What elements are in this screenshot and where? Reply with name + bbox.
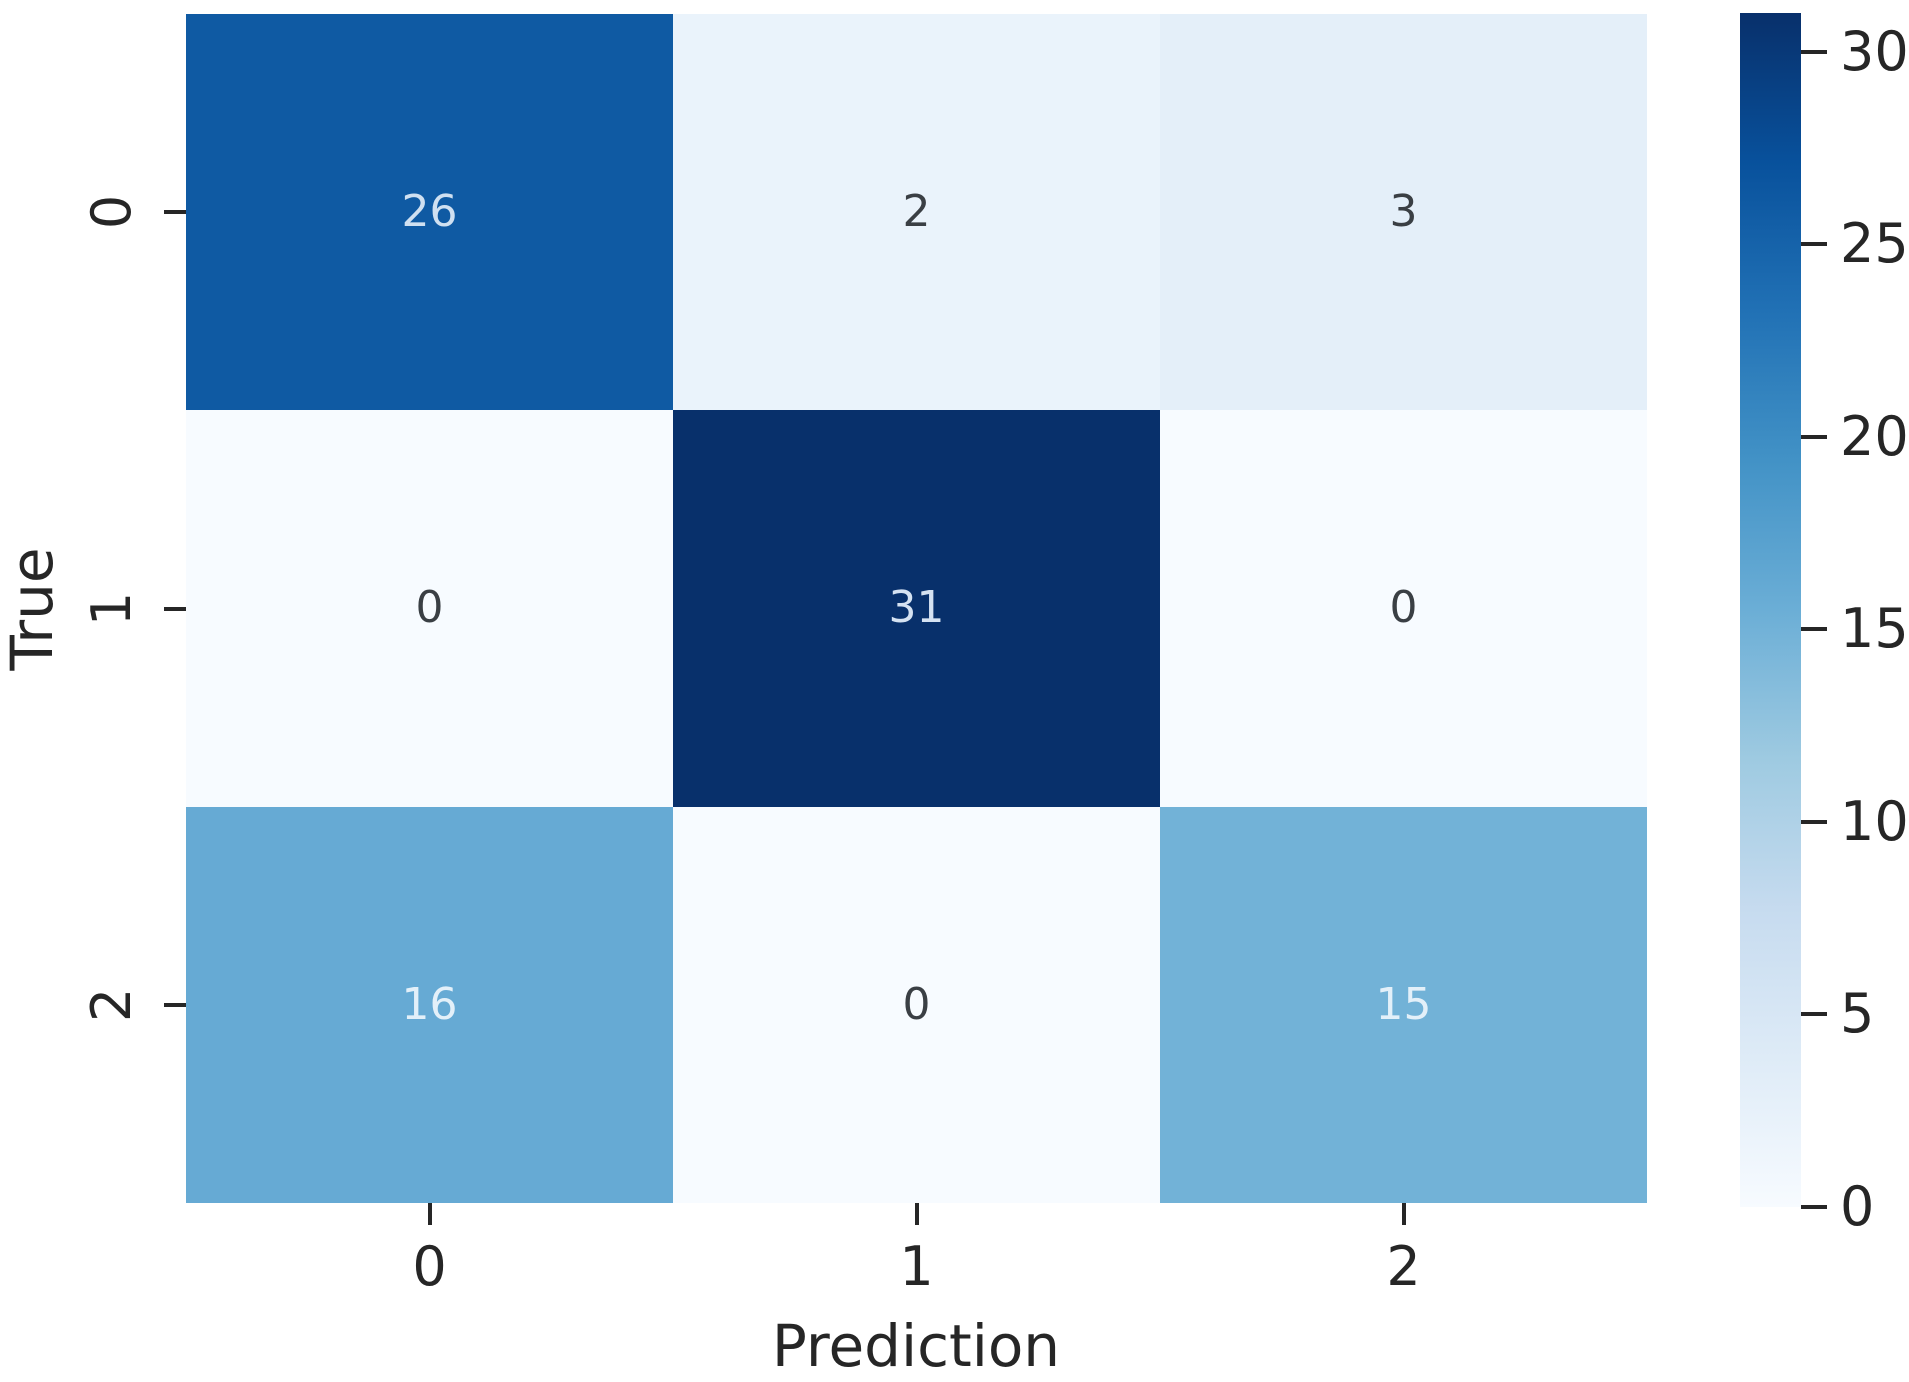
heatmap-cell-value: 31 xyxy=(888,582,945,634)
heatmap-cell: 2 xyxy=(673,14,1160,411)
y-tick-label: 1 xyxy=(80,591,143,626)
colorbar xyxy=(1740,13,1801,1207)
heatmap-cell-value: 3 xyxy=(1389,186,1418,238)
heatmap-cell: 26 xyxy=(186,14,673,411)
x-axis-label: Prediction xyxy=(771,1312,1061,1380)
heatmap-cell-value: 16 xyxy=(401,978,458,1030)
heatmap-cell-value: 0 xyxy=(1389,582,1418,634)
heatmap-cell: 15 xyxy=(1160,806,1647,1203)
heatmap-cell: 0 xyxy=(673,806,1160,1203)
colorbar-tick-label: 10 xyxy=(1840,789,1909,853)
heatmap-cell-value: 0 xyxy=(415,582,444,634)
heatmap-cell-value: 15 xyxy=(1375,978,1432,1030)
heatmap-cell: 0 xyxy=(186,410,673,807)
y-tick-label: 0 xyxy=(80,194,143,230)
y-tick-mark xyxy=(164,606,186,611)
colorbar-tick-label: 30 xyxy=(1840,19,1909,83)
x-tick-mark xyxy=(914,1203,919,1225)
colorbar-tick-mark xyxy=(1801,1205,1827,1209)
y-tick-label: 2 xyxy=(80,987,143,1023)
heatmap-cell: 16 xyxy=(186,806,673,1203)
heatmap-plot-area: 26 2 3 0 31 0 16 0 15 xyxy=(186,14,1647,1203)
colorbar-tick-label: 20 xyxy=(1840,404,1909,468)
colorbar-tick-mark xyxy=(1801,627,1827,632)
heatmap-cell: 3 xyxy=(1160,14,1647,411)
heatmap-cell-value: 26 xyxy=(401,186,458,238)
x-tick-label: 2 xyxy=(1386,1235,1421,1298)
colorbar-tick-mark xyxy=(1801,1012,1827,1017)
colorbar-tick-mark xyxy=(1801,434,1827,439)
heatmap-cell: 31 xyxy=(673,410,1160,807)
colorbar-tick-label: 25 xyxy=(1840,212,1909,276)
x-tick-label: 1 xyxy=(899,1235,934,1298)
colorbar-tick-label: 0 xyxy=(1840,1175,1875,1238)
colorbar-tick-label: 15 xyxy=(1840,597,1909,661)
x-tick-mark xyxy=(427,1203,432,1225)
heatmap-cell: 0 xyxy=(1160,410,1647,807)
colorbar-tick-mark xyxy=(1801,242,1827,247)
x-tick-mark xyxy=(1401,1203,1406,1225)
colorbar-tick-label: 5 xyxy=(1840,982,1875,1046)
y-tick-mark xyxy=(164,210,186,215)
heatmap-cell-value: 0 xyxy=(902,978,931,1030)
colorbar-tick-mark xyxy=(1801,819,1827,824)
y-tick-mark xyxy=(164,1002,186,1007)
x-tick-label: 0 xyxy=(412,1235,447,1298)
heatmap-cell-value: 2 xyxy=(902,186,931,238)
colorbar-tick-mark xyxy=(1801,49,1827,54)
y-axis-label: True xyxy=(0,547,66,671)
